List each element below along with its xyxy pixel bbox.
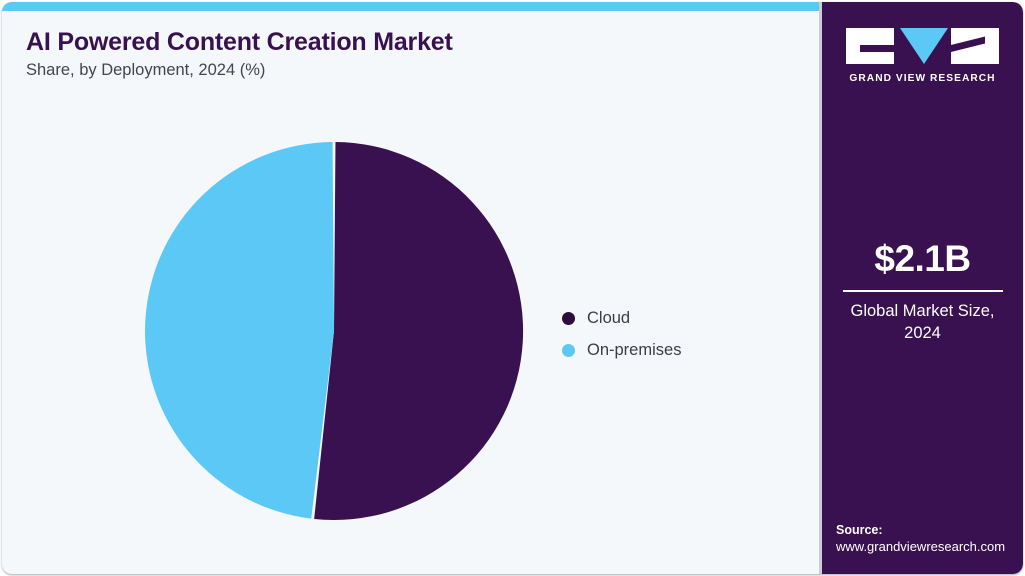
source-title: Source: — [836, 522, 883, 537]
pie-chart-svg — [145, 142, 524, 521]
pie-slice-on-premises[interactable] — [145, 142, 334, 519]
legend-label-on-premises: On-premises — [587, 340, 682, 359]
market-size-label: Global Market Size, 2024 — [850, 302, 995, 342]
market-size-value: $2.1B — [874, 238, 971, 279]
grand-view-research-logo: GRAND VIEW RESEARCH — [846, 28, 999, 84]
side-panel: GRAND VIEW RESEARCH $2.1B Global Market … — [822, 2, 1023, 574]
source-url[interactable]: www.grandviewresearch.com — [836, 539, 1006, 555]
pie-slice-cloud[interactable] — [314, 142, 524, 521]
top-accent-bar — [2, 2, 820, 11]
panel-divider — [819, 2, 822, 574]
logo-letter-v-triangle-icon — [900, 28, 948, 64]
market-size-block: $2.1B Global Market Size, 2024 — [822, 240, 1023, 345]
legend-swatch-on-premises — [562, 343, 575, 357]
logo-wordmark: GRAND VIEW RESEARCH — [849, 73, 996, 84]
legend-swatch-cloud — [562, 311, 575, 325]
legend-item-cloud[interactable]: Cloud — [562, 302, 792, 334]
pie-chart — [144, 141, 524, 521]
chart-title: AI Powered Content Creation Market — [26, 28, 453, 56]
chart-legend: Cloud On-premises — [562, 302, 792, 366]
legend-item-on-premises[interactable]: On-premises — [562, 334, 792, 366]
legend-label-cloud: Cloud — [587, 308, 631, 327]
chart-subtitle: Share, by Deployment, 2024 (%) — [26, 61, 266, 79]
logo-letter-g-notch-icon — [860, 45, 894, 52]
logo-mark — [846, 28, 999, 64]
source-block: Source: www.grandviewresearch.com — [836, 522, 1023, 556]
pie-slices — [145, 142, 524, 521]
market-size-divider — [842, 290, 1003, 292]
